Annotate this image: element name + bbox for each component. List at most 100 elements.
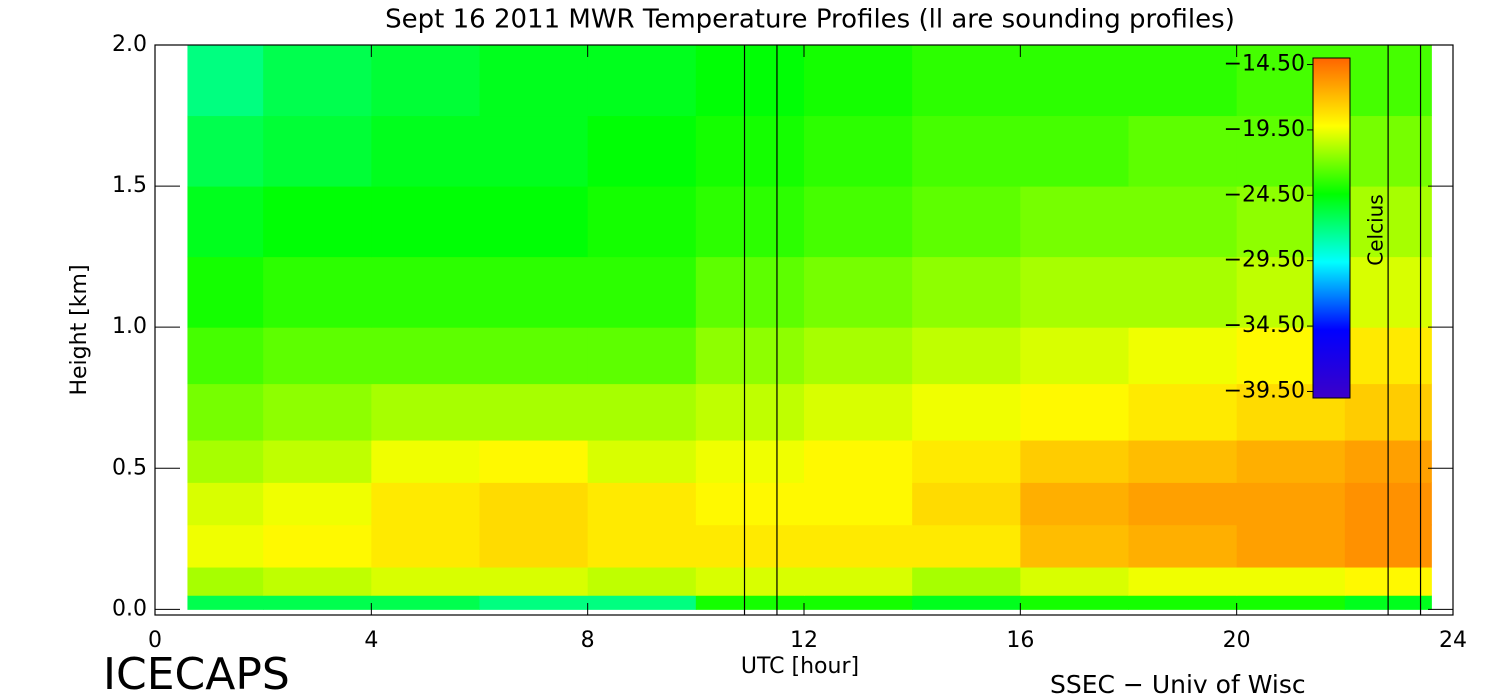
heat-cell xyxy=(1020,524,1129,568)
heat-cell xyxy=(1128,186,1238,258)
colorbar-tick-label: −39.50 xyxy=(1224,378,1305,403)
heat-cell xyxy=(263,256,372,328)
y-tick-label: 1.5 xyxy=(112,173,147,198)
colorbar-label: Celcius xyxy=(1364,194,1388,265)
heat-cell xyxy=(263,115,372,187)
heat-cell xyxy=(695,256,805,328)
heat-cell xyxy=(587,567,697,596)
heat-cell xyxy=(263,383,372,441)
heat-cell xyxy=(1128,256,1238,328)
heat-cell xyxy=(479,45,589,117)
heat-cell xyxy=(695,115,805,187)
heat-cell xyxy=(804,115,913,187)
heat-cell xyxy=(1128,524,1238,568)
heat-cell xyxy=(187,327,264,385)
heat-cell xyxy=(912,115,1021,187)
y-tick-label: 0.5 xyxy=(112,455,147,480)
heat-cell xyxy=(187,440,264,483)
heat-cell xyxy=(695,383,805,441)
y-tick-label: 1.0 xyxy=(112,314,147,339)
heat-cell xyxy=(263,567,372,596)
heat-cell xyxy=(371,327,480,385)
heat-cell xyxy=(912,256,1021,328)
x-tick-label: 12 xyxy=(790,628,818,653)
heat-cell xyxy=(587,45,697,117)
heat-cell xyxy=(695,440,805,483)
heat-cell xyxy=(371,383,480,441)
heat-cell xyxy=(912,440,1021,483)
heat-cell xyxy=(587,595,697,610)
heat-cell xyxy=(695,595,805,610)
colorbar-tick-label: −14.50 xyxy=(1224,52,1305,77)
heat-cell xyxy=(587,440,697,483)
heat-cell xyxy=(479,383,589,441)
heat-cell xyxy=(1020,383,1129,441)
heat-cell xyxy=(912,383,1021,441)
heat-cell xyxy=(587,482,697,526)
heat-cell xyxy=(1020,595,1129,610)
heat-cell xyxy=(912,567,1021,596)
x-tick-label: 24 xyxy=(1439,628,1467,653)
colorbar-tick-label: −29.50 xyxy=(1224,248,1305,273)
heat-cell xyxy=(371,567,480,596)
heat-cell xyxy=(912,524,1021,568)
heat-cell xyxy=(912,595,1021,610)
heat-cell xyxy=(1236,567,1346,596)
heat-cell xyxy=(804,327,913,385)
x-tick-label: 20 xyxy=(1223,628,1251,653)
heat-cell xyxy=(263,595,372,610)
x-tick-label: 8 xyxy=(581,628,595,653)
heat-cell xyxy=(804,383,913,441)
heat-cell xyxy=(695,186,805,258)
heat-cell xyxy=(1020,256,1129,328)
heat-cell xyxy=(695,567,805,596)
x-tick-label: 16 xyxy=(1006,628,1034,653)
heat-cell xyxy=(1128,45,1238,117)
heat-cell xyxy=(912,186,1021,258)
heat-cell xyxy=(371,256,480,328)
heat-cell xyxy=(371,186,480,258)
heat-cell xyxy=(695,327,805,385)
heat-cell xyxy=(804,567,913,596)
colorbar-tick-label: −24.50 xyxy=(1224,182,1305,207)
heat-cell xyxy=(1020,327,1129,385)
heat-cell xyxy=(479,186,589,258)
heat-cell xyxy=(187,482,264,526)
heat-cell xyxy=(187,186,264,258)
heat-cell xyxy=(912,482,1021,526)
heat-cell xyxy=(804,256,913,328)
heat-cell xyxy=(371,524,480,568)
heat-cell xyxy=(587,186,697,258)
heat-cell xyxy=(263,524,372,568)
heat-cell xyxy=(587,256,697,328)
heat-cell xyxy=(1020,45,1129,117)
heat-cell xyxy=(479,595,589,610)
heat-cell xyxy=(912,327,1021,385)
colorbar-tick-label: −19.50 xyxy=(1224,117,1305,142)
heat-cell xyxy=(1236,595,1346,610)
heat-cell xyxy=(804,482,913,526)
heat-cell xyxy=(587,327,697,385)
heat-cell xyxy=(1236,440,1346,483)
heat-cell xyxy=(695,45,805,117)
footer-left: ICECAPS xyxy=(103,649,290,700)
heat-cell xyxy=(587,115,697,187)
heat-cell xyxy=(1128,595,1238,610)
heat-cell xyxy=(695,524,805,568)
heat-cell xyxy=(1020,186,1129,258)
heat-cell xyxy=(804,45,913,117)
heat-cell xyxy=(187,567,264,596)
heat-cell xyxy=(1020,440,1129,483)
heat-cell xyxy=(263,482,372,526)
heat-cell xyxy=(263,327,372,385)
heat-cell xyxy=(1020,482,1129,526)
heat-cell xyxy=(371,440,480,483)
heat-cell xyxy=(479,524,589,568)
chart-title: Sept 16 2011 MWR Temperature Profiles (l… xyxy=(385,5,1235,35)
heat-cell xyxy=(1128,383,1238,441)
heat-cell xyxy=(1128,115,1238,187)
colorbar xyxy=(1312,57,1351,399)
heat-cell xyxy=(187,115,264,187)
heat-cell xyxy=(1128,482,1238,526)
